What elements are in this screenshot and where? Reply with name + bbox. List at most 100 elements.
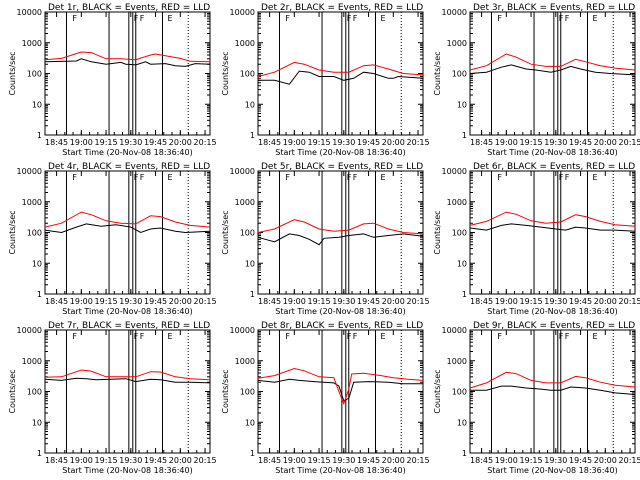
x-tick-label: 18:45 — [45, 297, 68, 306]
mode-flag-letter: F — [140, 173, 145, 182]
panel-det-4: Det 4r, BLACK = Events, RED = LLD 1 10 100 1… — [8, 162, 217, 316]
lld-series-line — [44, 211, 211, 228]
x-tick-label: 18:45 — [45, 456, 68, 465]
y-tick-label: 10000 — [230, 167, 255, 176]
y-axis-label: Counts/sec — [221, 369, 230, 413]
lld-series-line — [257, 367, 424, 406]
x-tick-label: 20:15 — [407, 297, 430, 306]
panel-det-6: Det 6r, BLACK = Events, RED = LLD 1 10 100 1… — [433, 162, 640, 316]
x-tick-label: 20:15 — [194, 297, 217, 306]
x-tick-label: 19:00 — [495, 297, 518, 306]
mode-flag-letter: F — [72, 173, 77, 182]
x-tick-label: 19:45 — [569, 456, 592, 465]
mode-flag-letter: F — [134, 173, 139, 182]
mode-flag-letter: F — [285, 332, 290, 341]
y-tick-label: 1 — [462, 131, 467, 140]
x-tick-label: 20:00 — [594, 456, 617, 465]
x-tick-label: 19:30 — [119, 456, 142, 465]
x-tick-label: 19:45 — [569, 297, 592, 306]
x-tick-label: 19:30 — [119, 297, 142, 306]
events-series-line — [44, 223, 211, 234]
y-tick-label: 100 — [452, 388, 467, 397]
mode-flag-letter: E — [380, 173, 385, 182]
y-tick-label: 10000 — [230, 326, 255, 335]
y-tick-label: 100 — [240, 70, 255, 79]
y-tick-label: 1 — [37, 290, 42, 299]
x-tick-label: 19:30 — [544, 138, 567, 147]
mode-flag-letter: F — [565, 173, 570, 182]
mode-flag-letter: F — [559, 332, 564, 341]
lld-series-line — [44, 51, 211, 63]
y-tick-label: 10 — [245, 100, 255, 109]
y-tick-label: 1 — [250, 131, 255, 140]
y-tick-label: 10 — [32, 100, 42, 109]
x-tick-label: 18:45 — [258, 456, 281, 465]
y-tick-label: 1 — [37, 131, 42, 140]
y-tick-label: 10 — [457, 418, 467, 427]
y-tick-label: 10000 — [442, 167, 467, 176]
mode-flag-letter: E — [592, 14, 597, 23]
events-series-line — [469, 64, 636, 76]
lld-series-line — [44, 369, 211, 381]
y-axis-label: Counts/sec — [433, 51, 442, 95]
panel-det-1: Det 1r, BLACK = Events, RED = LLD 1 10 100 1… — [8, 3, 217, 157]
x-tick-label: 19:30 — [332, 456, 355, 465]
mode-flag-letter: F — [497, 14, 502, 23]
y-tick-label: 10000 — [17, 8, 42, 17]
mode-flag-letter: F — [565, 14, 570, 23]
mode-flag-letter: F — [347, 332, 352, 341]
mode-flag-letter: F — [72, 332, 77, 341]
y-tick-label: 10 — [32, 418, 42, 427]
x-axis-label: Start Time (20-Nov-08 18:36:40) — [62, 307, 192, 316]
events-series-line — [44, 377, 211, 384]
x-axis-label: Start Time (20-Nov-08 18:36:40) — [275, 148, 405, 157]
x-tick-label: 19:45 — [144, 297, 167, 306]
x-tick-label: 20:00 — [169, 138, 192, 147]
y-tick-label: 1000 — [22, 357, 42, 366]
y-tick-label: 10000 — [442, 326, 467, 335]
panel-title: Det 1r, BLACK = Events, RED = LLD — [48, 3, 210, 13]
y-tick-label: 1 — [37, 449, 42, 458]
x-tick-label: 19:15 — [520, 456, 543, 465]
panel-title: Det 8r, BLACK = Events, RED = LLD — [261, 321, 423, 331]
plot-frame — [44, 329, 211, 454]
y-tick-label: 100 — [27, 70, 42, 79]
x-tick-label: 18:45 — [45, 138, 68, 147]
x-tick-label: 19:15 — [95, 138, 118, 147]
x-tick-label: 18:45 — [470, 138, 493, 147]
x-tick-label: 20:00 — [594, 138, 617, 147]
y-axis-label: Counts/sec — [433, 210, 442, 254]
y-tick-label: 1000 — [22, 198, 42, 207]
y-tick-label: 1 — [462, 290, 467, 299]
y-tick-label: 1000 — [235, 357, 255, 366]
mode-flag-letter: F — [565, 332, 570, 341]
x-tick-label: 20:00 — [594, 297, 617, 306]
x-axis-label: Start Time (20-Nov-08 18:36:40) — [62, 466, 192, 475]
x-tick-label: 19:30 — [544, 456, 567, 465]
y-tick-label: 1 — [462, 449, 467, 458]
lld-series-line — [257, 219, 424, 235]
x-tick-label: 19:30 — [119, 138, 142, 147]
x-tick-label: 19:15 — [308, 138, 331, 147]
y-tick-label: 10000 — [442, 8, 467, 17]
x-tick-label: 20:15 — [407, 138, 430, 147]
mode-flag-letter: F — [497, 332, 502, 341]
x-tick-label: 20:15 — [407, 456, 430, 465]
x-tick-label: 19:45 — [357, 456, 380, 465]
x-axis-label: Start Time (20-Nov-08 18:36:40) — [62, 148, 192, 157]
y-axis-label: Counts/sec — [8, 210, 17, 254]
mode-flag-letter: E — [380, 332, 385, 341]
events-series-line — [44, 58, 211, 67]
y-tick-label: 10000 — [17, 167, 42, 176]
y-tick-label: 100 — [240, 388, 255, 397]
x-tick-label: 20:00 — [169, 297, 192, 306]
mode-flag-letter: E — [380, 14, 385, 23]
y-axis-label: Counts/sec — [221, 51, 230, 95]
panel-title: Det 5r, BLACK = Events, RED = LLD — [261, 162, 423, 172]
y-tick-label: 10 — [457, 259, 467, 268]
mode-flag-letter: F — [347, 14, 352, 23]
x-tick-label: 19:15 — [308, 297, 331, 306]
panel-title: Det 2r, BLACK = Events, RED = LLD — [261, 3, 423, 13]
mode-flag-letter: F — [285, 14, 290, 23]
